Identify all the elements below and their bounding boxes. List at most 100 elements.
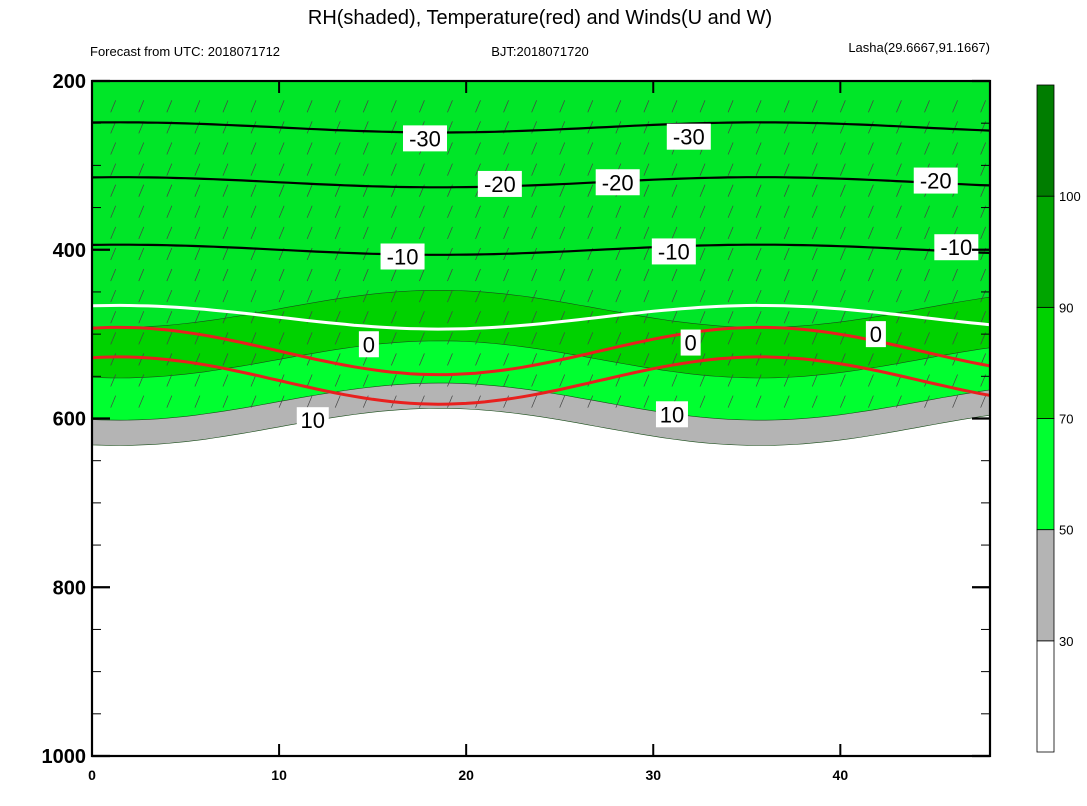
y-tick-label: 800	[53, 577, 86, 599]
wind-barb	[194, 247, 201, 261]
wind-barb	[278, 395, 285, 408]
wind-barb	[362, 290, 369, 303]
wind-barb	[727, 226, 734, 240]
wind-barb	[222, 226, 229, 240]
y-tick-label: 1000	[42, 746, 87, 768]
wind-barb	[278, 226, 285, 240]
wind-barb	[110, 226, 117, 240]
wind-barb	[138, 268, 145, 282]
wind-barb	[475, 311, 481, 324]
wind-barb	[278, 142, 285, 155]
wind-barb	[447, 311, 453, 324]
wind-barb	[447, 142, 453, 155]
wind-barb	[699, 374, 706, 387]
wind-barb	[419, 205, 425, 218]
wind-barb	[419, 395, 425, 408]
wind-barb	[391, 311, 397, 324]
wind-barb	[840, 290, 846, 303]
wind-barb	[419, 332, 425, 345]
wind-barb	[419, 268, 425, 282]
wind-barb	[166, 332, 173, 345]
wind-barb	[615, 205, 622, 218]
wind-barb	[587, 205, 594, 218]
wind-barb	[587, 100, 594, 113]
wind-barb	[306, 121, 313, 134]
wind-barb	[138, 395, 145, 408]
wind-barb	[222, 184, 229, 197]
wind-barb	[643, 142, 650, 155]
wind-barb	[671, 163, 678, 176]
wind-barb	[166, 311, 173, 324]
wind-barb	[278, 332, 285, 345]
contour-label: 0	[870, 322, 882, 347]
isotherm-line-minus10	[92, 243, 990, 256]
wind-barb	[727, 374, 734, 387]
wind-barb	[559, 268, 566, 282]
wind-barb	[643, 184, 650, 197]
isotherm-line-zero	[92, 303, 990, 331]
wind-barb	[362, 163, 369, 176]
wind-barb	[531, 100, 537, 113]
wind-barb	[222, 395, 229, 408]
wind-barb	[727, 247, 734, 261]
wind-barb	[671, 353, 678, 366]
wind-barb	[783, 311, 790, 324]
wind-barb	[278, 353, 285, 366]
wind-barb	[783, 268, 790, 282]
wind-barb	[868, 184, 874, 197]
wind-barb	[699, 163, 706, 176]
wind-barb	[166, 290, 173, 303]
wind-barb	[924, 395, 930, 408]
wind-barb	[868, 374, 874, 387]
wind-barb	[447, 395, 453, 408]
wind-barb	[615, 100, 622, 113]
wind-barb	[615, 226, 622, 240]
wind-barb	[194, 226, 201, 240]
wind-barb	[531, 184, 537, 197]
wind-barb	[250, 268, 257, 282]
wind-barb	[643, 247, 650, 261]
wind-barb	[138, 374, 145, 387]
wind-barb	[811, 395, 818, 408]
wind-barb	[755, 163, 762, 176]
wind-barb	[138, 290, 145, 303]
wind-barb	[671, 290, 678, 303]
wind-barb	[811, 374, 818, 387]
wind-barb	[250, 332, 257, 345]
wind-barb	[840, 395, 846, 408]
wind-barb	[475, 100, 481, 113]
wind-barb	[587, 290, 594, 303]
wind-barb	[138, 247, 145, 261]
contour-label-box	[934, 234, 979, 261]
wind-barb	[166, 142, 173, 155]
wind-barb	[615, 268, 622, 282]
wind-barb	[783, 353, 790, 366]
wind-barb	[727, 290, 734, 303]
y-tick-label: 400	[53, 240, 86, 262]
wind-barb	[755, 374, 762, 387]
wind-barb	[194, 205, 201, 218]
wind-barb	[980, 226, 986, 240]
wind-barb	[755, 142, 762, 155]
wind-barb	[643, 205, 650, 218]
wind-barb	[924, 268, 930, 282]
wind-barb	[503, 311, 509, 324]
wind-barb	[643, 100, 650, 113]
wind-barb	[250, 142, 257, 155]
wind-barb	[896, 290, 902, 303]
wind-barb	[643, 395, 650, 408]
wind-barb	[896, 205, 902, 218]
wind-barb	[755, 100, 762, 113]
wind-barb	[334, 311, 341, 324]
wind-barb	[531, 226, 537, 240]
wind-barb	[334, 163, 341, 176]
isotherm-line-minus30	[92, 121, 990, 134]
wind-barb	[727, 205, 734, 218]
wind-barb	[811, 226, 818, 240]
wind-barb	[727, 184, 734, 197]
wind-barb	[475, 268, 481, 282]
wind-barb	[194, 290, 201, 303]
wind-barb	[531, 205, 537, 218]
wind-barb	[306, 226, 313, 240]
wind-barb	[138, 332, 145, 345]
